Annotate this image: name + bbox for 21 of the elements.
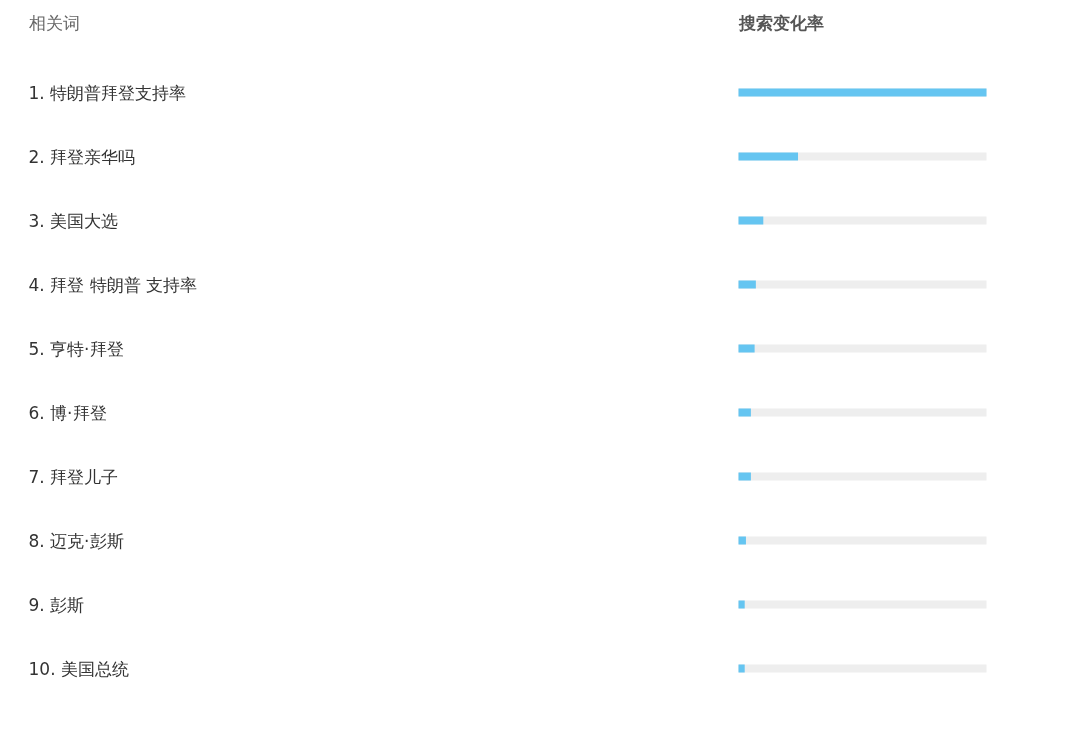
bar [738,408,751,417]
y-tick-label: 6. 博·拜登 [28,402,107,423]
y-tick-label: 3. 美国大选 [28,210,119,231]
bar [738,280,756,289]
bar [738,216,764,225]
y-tick-label: 2. 拜登亲华吗 [28,146,136,167]
y-axis-title: 相关词 [28,12,80,33]
y-tick-label: 4. 拜登 特朗普 支持率 [28,274,197,295]
y-tick-label: 1. 特朗普拜登支持率 [28,82,187,103]
bar [738,152,799,161]
y-tick-label: 7. 拜登儿子 [28,466,119,487]
bar [738,472,751,481]
y-tick-label: 8. 迈克·彭斯 [28,530,124,551]
x-axis-title: 搜索变化率 [737,12,824,33]
bar [738,600,745,609]
bar [738,536,746,545]
bar [738,664,745,673]
y-tick-label: 9. 彭斯 [28,594,85,615]
y-tick-label: 5. 亨特·拜登 [28,338,124,359]
y-tick-label: 10. 美国总统 [28,658,129,679]
bar [738,344,755,353]
